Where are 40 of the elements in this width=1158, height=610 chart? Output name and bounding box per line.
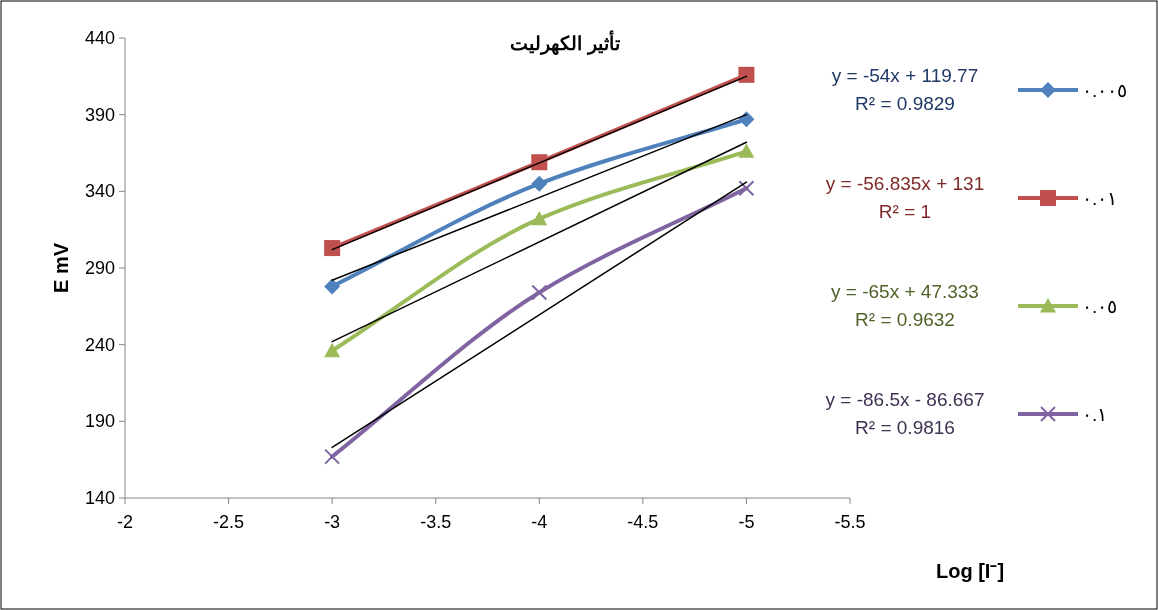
annotation: y = -65x + 47.333 R² = 0.9632 <box>831 281 979 330</box>
point <box>324 342 341 358</box>
point <box>324 448 341 465</box>
legend-label: ٠.٠٠٥ <box>1082 80 1128 101</box>
chart-title: تأثير الكهرليت <box>510 30 620 55</box>
y-tick-label: 390 <box>84 104 115 125</box>
annotation: y = -86.5x - 86.667 R² = 0.9816 <box>825 389 985 438</box>
legend-label: ٠.٠١ <box>1082 188 1118 209</box>
point <box>531 210 548 226</box>
y-tick-label: 440 <box>84 28 115 48</box>
x-axis-title: Log [I⁻] <box>935 560 1005 582</box>
x-tick-label: -5.5 <box>834 512 866 532</box>
legend-label: ٠.١ <box>1082 404 1108 425</box>
point <box>531 284 548 301</box>
x-tick-label: -3 <box>324 512 341 532</box>
point <box>324 240 341 257</box>
point <box>738 180 755 197</box>
x-tick-label: -2 <box>116 512 134 532</box>
y-tick-label: 290 <box>84 258 115 278</box>
point <box>531 175 548 192</box>
legend-label: ٠.٠٥ <box>1082 296 1118 317</box>
legend: ٠.٠٥ <box>1018 296 1118 317</box>
x-tick-label: -4 <box>531 512 548 532</box>
x-tick-label: -4.5 <box>627 512 659 532</box>
y-tick-label: 190 <box>84 411 115 432</box>
y-axis-title: E mV <box>50 242 72 294</box>
legend: ٠.٠٠٥ <box>1018 80 1128 101</box>
point <box>324 278 341 295</box>
point <box>738 143 755 158</box>
y-tick-label: 340 <box>84 181 115 202</box>
x-tick-label: -2.5 <box>213 512 245 532</box>
legend: ٠.٠١ <box>1018 188 1118 209</box>
y-tick-label: 240 <box>84 334 115 355</box>
x-tick-label: -5 <box>738 512 755 532</box>
annotation: y = -56.835x + 131 R² = 1 <box>825 173 985 222</box>
y-tick-label: 140 <box>84 488 115 508</box>
annotation: y = -54x + 119.77 R² = 0.9829 <box>831 65 979 114</box>
legend: ٠.١ <box>1018 404 1108 425</box>
x-tick-label: -3.5 <box>420 512 452 532</box>
point <box>738 66 755 83</box>
